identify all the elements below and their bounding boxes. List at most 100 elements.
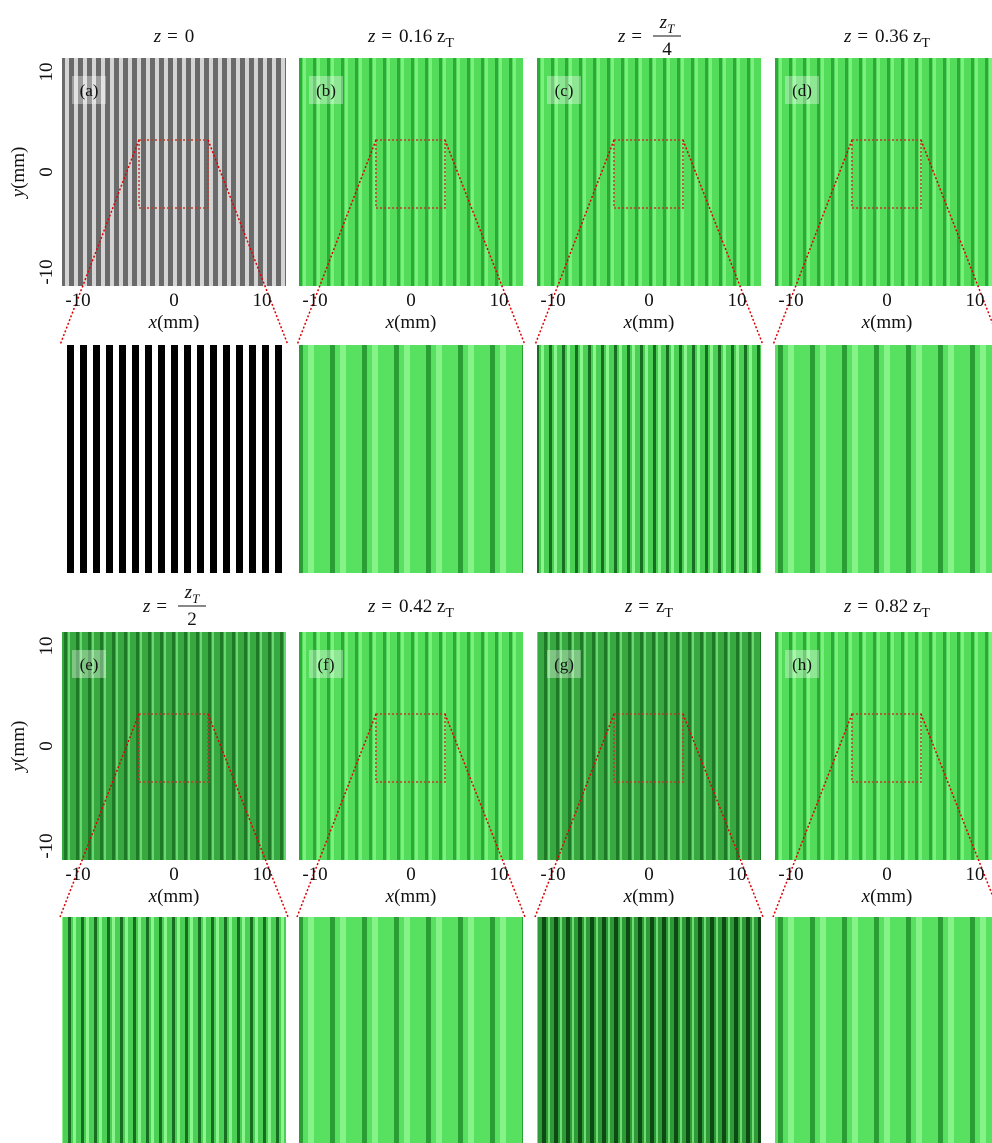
zoom-box <box>613 139 684 209</box>
panel-title: z = 0 <box>153 26 194 47</box>
panel: (f) -10 0 10 x(mm) z = 0.42 zT <box>296 596 526 1143</box>
y-axis-label: y(mm) <box>8 147 29 200</box>
zoom-line <box>59 139 140 346</box>
panel-label: (d) <box>792 81 812 100</box>
x-tick-label: 0 <box>644 864 654 885</box>
x-tick-label: 10 <box>728 864 747 885</box>
label-bg <box>309 76 343 104</box>
x-tick-label: 0 <box>406 290 416 311</box>
x-axis-label: x(mm) <box>861 886 913 907</box>
label-bg <box>785 650 819 678</box>
panel-title: z = zT <box>624 596 673 621</box>
x-tick-label: 10 <box>490 290 509 311</box>
zoom-line <box>296 139 377 346</box>
x-unit: (mm) <box>632 886 674 907</box>
x-unit: (mm) <box>157 886 199 907</box>
x-axis-label: x(mm) <box>148 312 200 333</box>
label-bg <box>309 650 343 678</box>
panel: (h) -10 0 10 x(mm) z = 0.82 zT <box>772 596 992 1143</box>
y-tick-label: 0 <box>36 167 57 177</box>
y-tick-label: 10 <box>36 63 57 82</box>
y-tick-label: -10 <box>36 259 57 284</box>
title-lhs: z = <box>843 26 869 47</box>
label-bg <box>547 76 581 104</box>
x-tick-label: 0 <box>169 864 179 885</box>
panel-image <box>537 58 761 286</box>
zoom-line <box>920 139 992 325</box>
zoom-line <box>920 713 992 897</box>
title-num: zT <box>659 12 675 36</box>
zoom-box <box>613 713 684 783</box>
panel-label: (a) <box>80 81 99 100</box>
panel-image <box>775 632 992 860</box>
title-value: 0.42 z <box>399 596 445 617</box>
panel: (a)-10 0 10x(mm)100-10y(mm)z = 0 <box>8 26 289 573</box>
x-unit: (mm) <box>394 312 436 333</box>
zoom-box <box>375 139 446 209</box>
x-axis-label: x(mm) <box>623 312 675 333</box>
title-lhs: z = <box>142 596 168 617</box>
panel-title: z = 0.16 zT <box>367 26 454 51</box>
x-tick-label: 0 <box>169 290 179 311</box>
title-den: 2 <box>187 609 197 630</box>
y-axis-label: y(mm) <box>8 721 29 774</box>
x-unit: (mm) <box>157 312 199 333</box>
x-tick-label: -10 <box>302 864 327 885</box>
panel-image <box>775 58 992 286</box>
x-var: x <box>385 886 395 907</box>
x-tick-label: 10 <box>253 290 272 311</box>
zoom-image <box>299 917 523 1143</box>
x-tick-label: 10 <box>490 864 509 885</box>
panel-image <box>299 58 523 286</box>
panel: (d) -10 0 10 x(mm) z = 0.36 zT <box>772 26 992 573</box>
panel-label: (b) <box>316 81 336 100</box>
x-unit: (mm) <box>394 886 436 907</box>
title-num-sub: T <box>192 591 200 606</box>
panel-label: (g) <box>554 655 574 674</box>
x-axis-label: x(mm) <box>148 886 200 907</box>
title-lhs: z = <box>617 26 643 47</box>
zoom-line <box>444 139 526 346</box>
x-tick-label: 10 <box>728 290 747 311</box>
label-bg <box>72 650 106 678</box>
zoom-box <box>851 139 922 209</box>
x-tick-label: -10 <box>778 864 803 885</box>
title-num-var: z <box>184 582 193 603</box>
panel: (c) -10 0 10 x(mm) z = zT 4 <box>534 12 764 573</box>
zoom-image <box>62 345 286 573</box>
panel: (b) -10 0 10 x(mm) z = 0.16 zT <box>296 26 526 573</box>
zoom-line <box>772 713 853 918</box>
panel-label: (h) <box>792 655 812 674</box>
zoom-image <box>299 345 523 573</box>
panel-title: z = 0.36 zT <box>843 26 930 51</box>
title-sub: T <box>445 36 454 51</box>
x-var: x <box>623 886 633 907</box>
title-num-sub: T <box>667 21 675 36</box>
title-lhs: z = <box>624 596 650 617</box>
y-unit: (mm) <box>8 721 29 763</box>
x-var: x <box>623 312 633 333</box>
x-axis-label: x(mm) <box>623 886 675 907</box>
zoom-line <box>682 139 764 346</box>
x-var: x <box>148 886 158 907</box>
y-tick-label: -10 <box>36 833 57 858</box>
x-var: x <box>385 312 395 333</box>
title-sub: T <box>921 36 930 51</box>
x-unit: (mm) <box>870 312 912 333</box>
x-tick-label: 0 <box>644 290 654 311</box>
x-tick-label: 0 <box>882 864 892 885</box>
zoom-box <box>138 713 209 783</box>
zoom-line <box>207 139 289 346</box>
label-bg <box>547 650 581 678</box>
panel-image <box>62 632 286 860</box>
x-tick-label: 10 <box>966 864 985 885</box>
zoom-line <box>534 139 615 346</box>
y-unit: (mm) <box>8 147 29 189</box>
y-tick-label: 10 <box>36 637 57 656</box>
title-lhs: z = <box>367 26 393 47</box>
panel-image <box>537 632 761 860</box>
x-tick-label: 0 <box>882 290 892 311</box>
title-den: 4 <box>662 39 672 60</box>
x-tick-label: -10 <box>540 290 565 311</box>
